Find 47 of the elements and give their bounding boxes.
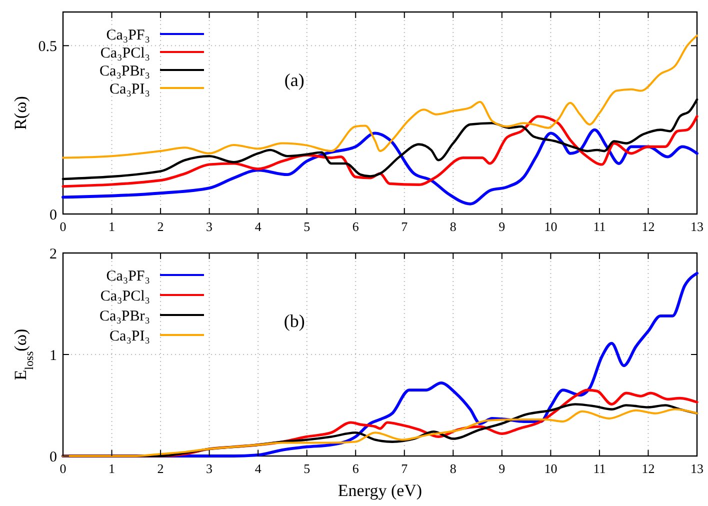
x-tick-label: 9: [498, 461, 506, 476]
legend-label: Ca₃PBr₃: [100, 308, 150, 324]
x-tick-label: 0: [60, 461, 66, 476]
x-tick-label: 10: [544, 219, 558, 234]
x-tick-label: 5: [304, 219, 310, 234]
x-tick-label: 4: [254, 461, 262, 476]
x-tick-label: 12: [642, 461, 655, 476]
x-tick-label: 3: [206, 219, 213, 234]
y-tick-label: 0: [50, 449, 57, 466]
legend-label: Ca₃PCl₃: [100, 288, 150, 304]
y-axis-title: R(ω): [11, 96, 30, 130]
legend-label: Ca₃PI₃: [110, 81, 150, 98]
line-series: [62, 115, 698, 188]
line-series: [62, 128, 698, 206]
x-tick-label: 10: [544, 461, 558, 476]
x-tick-label: 12: [642, 219, 655, 234]
x-tick-label: 11: [593, 461, 606, 476]
x-tick-label: 13: [690, 219, 704, 234]
x-tick-label: 1: [108, 219, 116, 234]
y-tick-label: 0.5: [38, 38, 57, 55]
y-tick-label: 0: [50, 207, 57, 224]
legend-label: Ca₃PBr₃: [100, 63, 150, 80]
legend-label: Ca₃PI₃: [110, 328, 150, 344]
text: (b): [284, 311, 305, 331]
text: (a): [284, 70, 304, 90]
legend-label: Ca₃PCl₃: [100, 45, 150, 62]
x-tick-label: 7: [401, 219, 408, 234]
x-tick-label: 5: [304, 461, 310, 476]
legend-label: Ca₃PF₃: [106, 268, 150, 284]
legend-label: Ca₃PF₃: [106, 27, 150, 44]
x-tick-label: 0: [60, 219, 66, 234]
x-tick-label: 6: [352, 461, 360, 476]
y-tick-label: 1: [50, 348, 57, 364]
x-tick-label: 6: [352, 219, 360, 234]
x-tick-label: 11: [593, 219, 606, 234]
x-tick-label: 8: [450, 219, 456, 234]
x-tick-label: 8: [450, 461, 456, 476]
y-tick-label: 2: [50, 246, 57, 262]
x-tick-label: 3: [206, 461, 213, 476]
x-tick-label: 4: [254, 219, 262, 234]
x-tick-label: 13: [690, 461, 704, 476]
x-tick-label: 9: [498, 219, 506, 234]
x-tick-label: 2: [157, 461, 164, 476]
x-tick-label: 1: [108, 461, 116, 476]
x-tick-label: 7: [401, 461, 408, 476]
x-axis-title: Energy (eV): [338, 481, 422, 500]
x-tick-label: 2: [157, 219, 164, 234]
